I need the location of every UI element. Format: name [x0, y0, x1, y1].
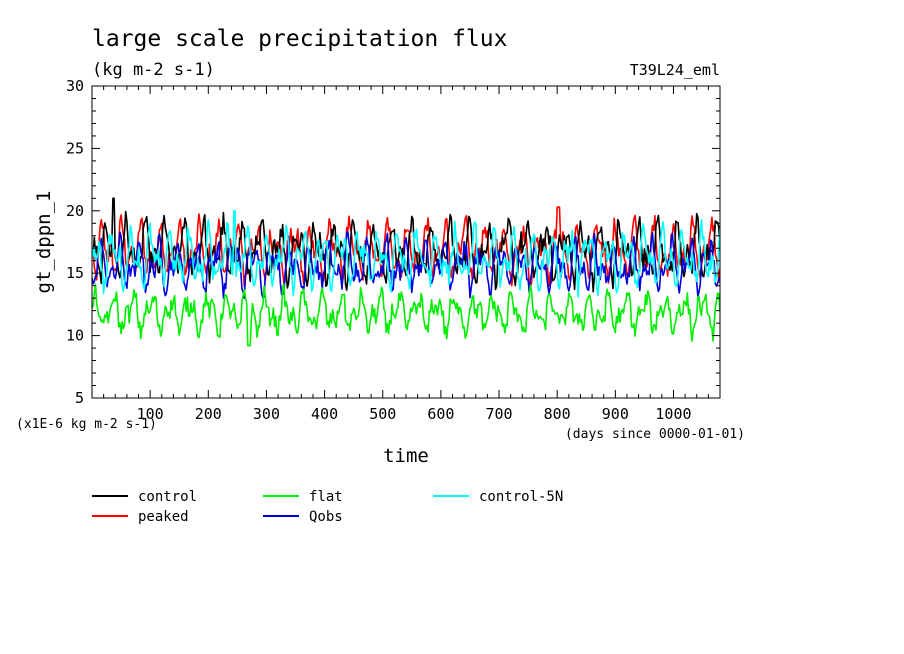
- x-tick-label: 300: [253, 405, 280, 423]
- legend-label: control-5N: [479, 489, 563, 505]
- x-tick-label: 200: [195, 405, 222, 423]
- x-tick-label: 500: [369, 405, 396, 423]
- y-tick-label: 10: [66, 327, 84, 345]
- x-tick-label: 400: [311, 405, 338, 423]
- y-tick-label: 15: [66, 264, 84, 282]
- y-units-note: (x1E-6 kg m-2 s-1): [16, 417, 157, 432]
- x-axis-label: time: [383, 445, 429, 467]
- y-tick-label: 30: [66, 77, 84, 95]
- x-units-note: (days since 0000-01-01): [565, 427, 745, 442]
- series-line-control: [92, 197, 720, 293]
- chart-subtitle: (kg m-2 s-1): [92, 60, 215, 80]
- series-line-qobs: [92, 231, 720, 300]
- legend-label: flat: [309, 489, 343, 505]
- ticks-layer: 100 200 300 400 500 600 700 800 900 1000 5 10 15 20 25…: [66, 77, 721, 423]
- series-layer: [92, 197, 720, 347]
- legend: control peaked flat Qobs control-5N: [92, 489, 563, 525]
- series-line-flat: [92, 283, 720, 347]
- x-tick-label: 700: [485, 405, 512, 423]
- y-tick-label: 25: [66, 139, 84, 157]
- series-line-control-5n: [92, 210, 720, 298]
- y-tick-label: 5: [75, 389, 84, 407]
- legend-label: control: [138, 489, 197, 505]
- x-tick-label: 600: [427, 405, 454, 423]
- x-tick-label: 900: [602, 405, 629, 423]
- x-tick-label: 100: [137, 405, 164, 423]
- x-tick-label: 800: [544, 405, 571, 423]
- legend-label: Qobs: [309, 509, 343, 525]
- y-axis-label: gt_dppn_1: [33, 191, 55, 294]
- series-line-peaked: [92, 206, 720, 289]
- x-tick-label: 1000: [655, 405, 691, 423]
- chart-title: large scale precipitation flux: [92, 26, 507, 52]
- y-tick-label: 20: [66, 202, 84, 220]
- experiment-label: T39L24_eml: [630, 61, 720, 79]
- legend-label: peaked: [138, 509, 189, 525]
